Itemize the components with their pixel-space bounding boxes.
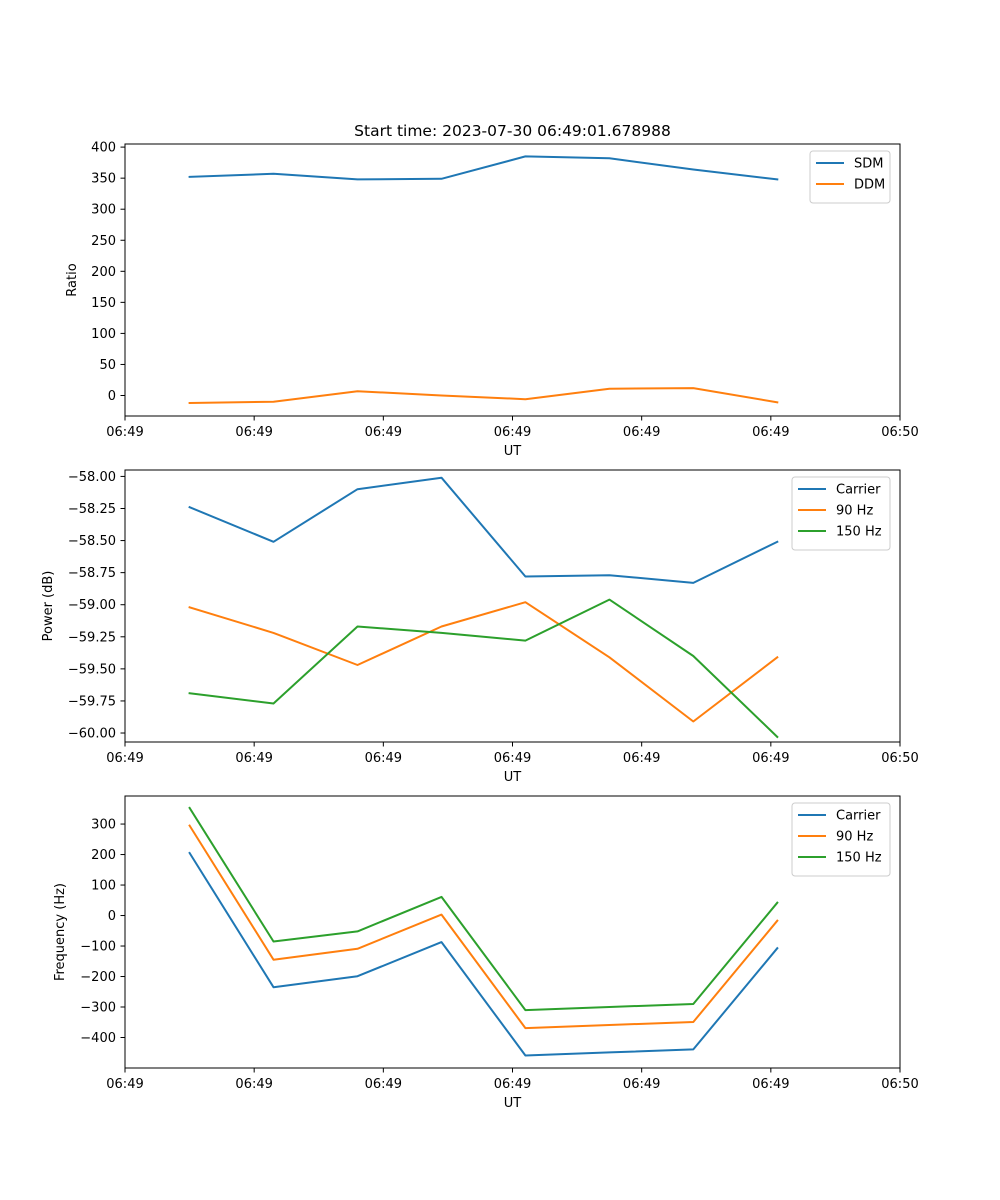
- y-tick-label: 400: [91, 141, 116, 156]
- x-tick-label: 06:50: [881, 425, 918, 440]
- x-tick-label: 06:49: [752, 425, 789, 440]
- series-line-carrier: [188, 851, 779, 1057]
- y-tick-label: 0: [108, 909, 116, 924]
- panel-3: 06:49 06:49 06:49 06:49 06:49 06:49 06:50 −400 −…: [53, 795, 919, 1111]
- legend-entry: Carrier: [836, 483, 881, 498]
- y-tick-label: −59.75: [68, 694, 116, 709]
- x-tick-label: 06:49: [235, 751, 272, 766]
- y-axis-label: Power (dB): [41, 571, 56, 642]
- y-tick-label: 200: [91, 848, 116, 863]
- y-tick-label: 100: [91, 327, 116, 342]
- series-line-ddm: [188, 387, 779, 405]
- legend-entry: 90 Hz: [836, 830, 873, 845]
- axes-frame: [124, 469, 901, 743]
- y-tick-label: −58.25: [68, 502, 116, 517]
- y-tick-label: −59.25: [68, 630, 116, 645]
- legend-entry: SDM: [854, 157, 883, 172]
- series-line-90-hz: [188, 824, 779, 1030]
- y-tick-label: −100: [80, 940, 116, 955]
- series-line-150-hz: [188, 806, 779, 1012]
- series-line-150-hz: [188, 598, 779, 739]
- y-tick-label: 50: [99, 358, 116, 373]
- y-tick-label: 250: [91, 234, 116, 249]
- x-axis-label: UT: [504, 770, 522, 785]
- x-tick-label: 06:49: [106, 751, 143, 766]
- panel-2: 06:49 06:49 06:49 06:49 06:49 06:49 06:50 −60.0…: [41, 469, 919, 785]
- x-tick-label: 06:49: [623, 425, 660, 440]
- x-tick-label: 06:49: [235, 425, 272, 440]
- x-tick-label: 06:49: [623, 751, 660, 766]
- x-tick-label: 06:50: [881, 1077, 918, 1092]
- series-line-sdm: [188, 155, 779, 181]
- legend-entry: 150 Hz: [836, 525, 882, 540]
- legend: SDM DDM: [809, 150, 891, 204]
- legend: Carrier 90 Hz 150 Hz: [791, 476, 891, 551]
- x-tick-label: 06:49: [494, 1077, 531, 1092]
- x-tick-label: 06:49: [752, 1077, 789, 1092]
- y-tick-label: −200: [80, 970, 116, 985]
- legend-entry: 150 Hz: [836, 851, 882, 866]
- x-axis-label: UT: [504, 444, 522, 459]
- x-tick-label: 06:49: [365, 1077, 402, 1092]
- y-tick-label: −58.50: [68, 534, 116, 549]
- x-tick-label: 06:49: [494, 425, 531, 440]
- legend-entry: 90 Hz: [836, 504, 873, 519]
- panel-1: Start time: 2023-07-30 06:49:01.678988 06…: [65, 122, 919, 459]
- x-tick-label: 06:49: [752, 751, 789, 766]
- y-axis-label: Frequency (Hz): [53, 883, 68, 981]
- y-tick-label: −58.00: [68, 470, 116, 485]
- x-tick-label: 06:49: [365, 425, 402, 440]
- y-tick-label: 200: [91, 265, 116, 280]
- y-tick-label: −59.00: [68, 598, 116, 613]
- legend-entry: DDM: [854, 178, 885, 193]
- x-tick-label: 06:49: [365, 751, 402, 766]
- chart-title: Start time: 2023-07-30 06:49:01.678988: [354, 122, 671, 140]
- x-tick-label: 06:50: [881, 751, 918, 766]
- x-tick-label: 06:49: [623, 1077, 660, 1092]
- legend-entry: Carrier: [836, 809, 881, 824]
- x-tick-label: 06:49: [494, 751, 531, 766]
- axes-frame: [124, 795, 901, 1069]
- legend: Carrier 90 Hz 150 Hz: [791, 802, 891, 877]
- y-tick-label: 150: [91, 296, 116, 311]
- series-line-carrier: [188, 476, 779, 584]
- series-line-90-hz: [188, 601, 779, 723]
- y-axis-label: Ratio: [65, 263, 80, 296]
- axes-frame: [124, 143, 901, 417]
- y-tick-label: 300: [91, 203, 116, 218]
- y-tick-label: 350: [91, 172, 116, 187]
- y-tick-label: −400: [80, 1031, 116, 1046]
- y-tick-label: 300: [91, 818, 116, 833]
- y-tick-label: −59.50: [68, 662, 116, 677]
- y-tick-label: 100: [91, 879, 116, 894]
- y-tick-label: −300: [80, 1001, 116, 1016]
- x-tick-label: 06:49: [106, 1077, 143, 1092]
- x-tick-label: 06:49: [235, 1077, 272, 1092]
- x-tick-label: 06:49: [106, 425, 143, 440]
- x-axis-label: UT: [504, 1096, 522, 1111]
- y-tick-label: −60.00: [68, 727, 116, 742]
- y-tick-label: −58.75: [68, 566, 116, 581]
- y-tick-label: 0: [108, 389, 116, 404]
